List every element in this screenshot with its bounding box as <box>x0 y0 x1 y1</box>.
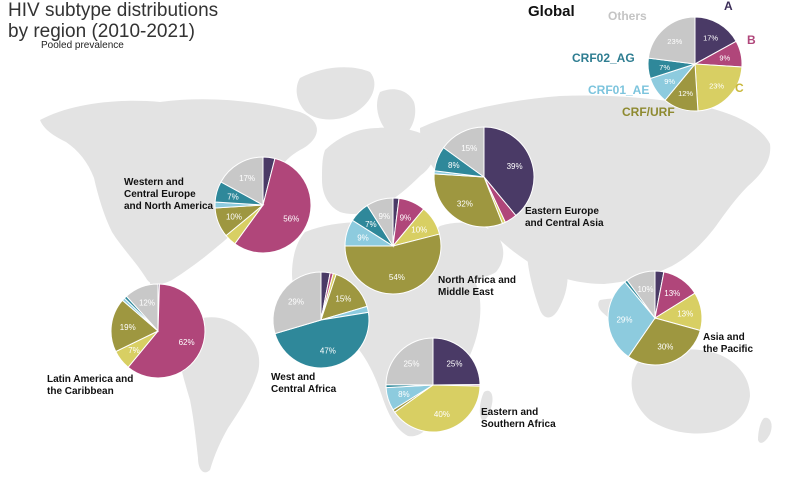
pie-slice-western-europe-others <box>220 156 264 206</box>
region-label-eastern-europe: Eastern Europe and Central Asia <box>525 206 604 229</box>
pie-slice-eastern-africa-others <box>385 337 434 386</box>
pie-slice-asia-pacific-crf01-ae <box>607 281 656 358</box>
pie-label-asia-pacific-c: 13% <box>677 310 693 319</box>
pie-label-eastern-africa-crf01-ae: 8% <box>398 390 410 399</box>
pie-label-eastern-europe-crf02-ag: 8% <box>448 161 460 170</box>
japan-landmass <box>685 186 703 225</box>
pie-asia-pacific: 13% 13% 30% 29% 10% Asia and the Pacific <box>607 270 753 366</box>
pie-slice-west-africa-others <box>272 271 322 335</box>
pie-label-asia-pacific-crf-urf: 30% <box>657 343 673 352</box>
pie-slice-eastern-europe-others <box>442 126 485 178</box>
pie-label-global-b: 9% <box>719 53 730 62</box>
pie-eastern-europe: 39% 32% 8%15% Eastern Europe and Central Asi… <box>433 126 604 229</box>
pie-label-latin-america-crf-urf: 19% <box>120 323 136 332</box>
pie-slice-global-c <box>694 63 743 112</box>
pie-slice-eastern-africa-a <box>432 337 481 386</box>
europe-landmass <box>322 127 435 214</box>
region-label-latin-america: Latin America and the Caribbean <box>47 374 133 397</box>
pie-slice-asia-pacific-others <box>626 270 656 320</box>
pie-eastern-africa: 25% 40% 8% 25% Eastern and Southern Africa <box>385 337 556 433</box>
pie-label-global-crf-urf: 12% <box>678 89 693 98</box>
pie-label-western-europe-crf-urf: 10% <box>226 213 242 222</box>
chart-subtitle: Pooled prevalence <box>41 40 124 51</box>
region-label-asia-pacific: Asia and the Pacific <box>703 332 753 355</box>
chart-title: HIV subtype distributions by region (201… <box>8 0 219 42</box>
pie-slice-western-europe-b <box>234 157 312 254</box>
legend-label-crf-urf: CRF/URF <box>622 105 675 119</box>
pie-label-latin-america-c: 7% <box>128 346 140 355</box>
madagascar-landmass <box>479 390 493 421</box>
legend-label-c: C <box>735 81 744 95</box>
pie-slice-north-africa-crf-urf <box>344 233 442 295</box>
legend-label-others: Others <box>608 9 647 23</box>
pie-slice-global-others <box>647 16 696 65</box>
region-label-global: Global <box>528 3 575 20</box>
pie-label-eastern-africa-others: 25% <box>403 359 419 368</box>
pie-latin-america: 62% 7% 19% 12% Latin America and the Caribbea… <box>47 283 206 397</box>
pie-label-north-africa-crf-urf: 54% <box>389 273 405 282</box>
pie-label-latin-america-others: 12% <box>139 299 155 308</box>
pie-label-north-africa-others: 9% <box>379 212 391 221</box>
pie-slice-north-africa-others <box>366 197 394 248</box>
pie-label-eastern-africa-c: 40% <box>434 410 450 419</box>
pie-label-eastern-africa-a: 25% <box>446 359 462 368</box>
pie-label-eastern-europe-a: 39% <box>507 162 523 171</box>
pie-global: 17%9%23%12%9%7%23%Global <box>528 3 743 112</box>
region-label-north-africa: North Africa and Middle East <box>438 275 516 298</box>
pie-label-global-crf02-ag: 7% <box>659 63 670 72</box>
pie-slice-global-a <box>694 16 737 65</box>
legend: A B C CRF/URF CRF01_AE CRF02_AG Others <box>572 0 756 119</box>
pie-label-asia-pacific-others: 10% <box>637 285 653 294</box>
pie-label-western-europe-others: 17% <box>239 174 255 183</box>
greenland-landmass <box>296 67 375 120</box>
pie-slice-asia-pacific-crf-urf <box>627 317 701 366</box>
pie-label-west-africa-crf02-ag: 47% <box>320 346 336 355</box>
legend-label-a: A <box>724 0 733 13</box>
pie-label-global-c: 23% <box>709 82 724 91</box>
pie-label-asia-pacific-crf01-ae: 29% <box>616 316 632 325</box>
legend-label-crf02-ag: CRF02_AG <box>572 51 635 65</box>
pie-label-latin-america-b: 62% <box>179 338 195 347</box>
pie-west-africa: 15% 47% 29% West and Central Africa <box>271 271 370 395</box>
pie-slice-eastern-europe-crf-urf <box>433 173 504 228</box>
region-label-west-africa: West and Central Africa <box>271 372 337 395</box>
pie-label-eastern-europe-crf-urf: 32% <box>457 199 473 208</box>
pie-label-asia-pacific-b: 13% <box>664 289 680 298</box>
pie-label-eastern-europe-others: 15% <box>461 144 477 153</box>
north-america-landmass <box>40 99 317 285</box>
region-label-western-europe: Western and Central Europe and North Ameri… <box>124 177 214 212</box>
new-zealand-landmass <box>758 417 772 443</box>
legend-label-b: B <box>747 33 756 47</box>
legend-label-crf01-ae: CRF01_AE <box>588 83 649 97</box>
australia-landmass <box>631 349 750 434</box>
pie-label-western-europe-b: 56% <box>283 214 299 223</box>
india-landmass <box>527 246 568 318</box>
pie-north-africa: 9%10%54%9%7%9%North Africa and Middle Eas… <box>344 197 516 298</box>
middle-east-landmass <box>436 222 504 278</box>
scandinavia-landmass <box>377 89 416 138</box>
pie-slice-west-africa-crf02-ag <box>274 311 370 369</box>
pie-slice-latin-america-b <box>127 283 206 379</box>
pie-slice-eastern-africa-c <box>393 384 481 433</box>
pie-label-global-others: 23% <box>667 37 682 46</box>
pie-label-north-africa-crf01-ae: 9% <box>357 233 369 242</box>
region-label-eastern-africa: Eastern and Southern Africa <box>481 407 556 430</box>
pie-label-global-a: 17% <box>703 34 718 43</box>
pie-label-west-africa-crf-urf: 15% <box>335 294 351 303</box>
pie-slice-latin-america-others <box>125 283 159 333</box>
pie-label-north-africa-b: 9% <box>400 213 412 222</box>
pie-label-north-africa-crf02-ag: 7% <box>365 220 377 229</box>
pie-slice-latin-america-crf-urf <box>110 299 159 353</box>
pie-label-west-africa-others: 29% <box>288 297 304 306</box>
pie-label-western-europe-crf02-ag: 7% <box>227 192 239 201</box>
pie-slice-eastern-europe-a <box>483 126 535 217</box>
pie-label-global-crf01-ae: 9% <box>664 77 675 86</box>
pie-western-europe: 56% 10% 7%17% Western and Central Europe and … <box>124 156 312 254</box>
pie-label-north-africa-c: 10% <box>411 225 427 234</box>
